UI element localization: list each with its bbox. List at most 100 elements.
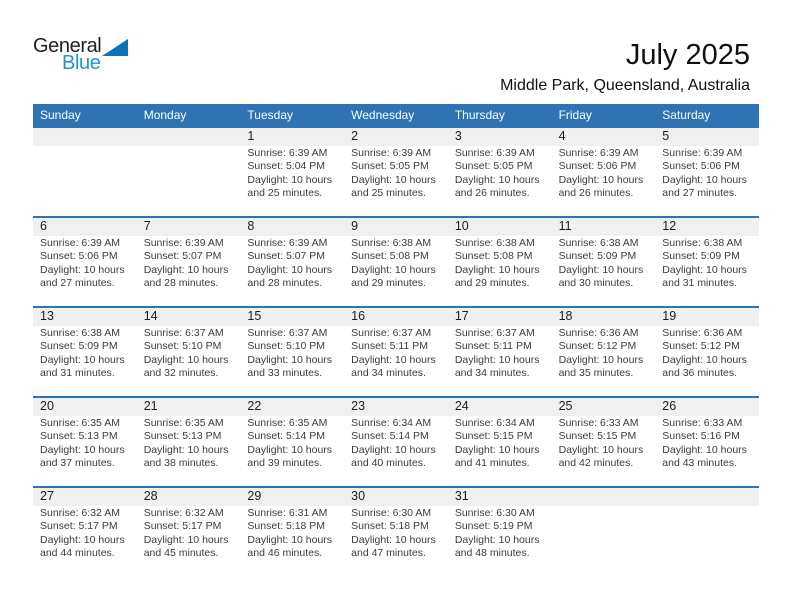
sunset-line: Sunset: 5:15 PM <box>558 430 637 443</box>
daylight-line: Daylight: 10 hours and 39 minutes. <box>247 443 333 470</box>
sunrise-line: Sunrise: 6:33 AM <box>558 417 639 429</box>
weekday-header-tuesday: Tuesday <box>247 108 294 122</box>
sunset-line: Sunset: 5:04 PM <box>247 160 326 173</box>
day-number <box>552 488 656 506</box>
sunset-line: Sunset: 5:14 PM <box>247 430 326 443</box>
sunset-line: Sunset: 5:17 PM <box>40 520 118 533</box>
sunset-line: Sunset: 5:10 PM <box>247 340 326 353</box>
day-cell: Sunrise: 6:39 AM Sunset: 5:07 PM Daylight:… <box>240 236 344 306</box>
daylight-line: Daylight: 10 hours and 29 minutes. <box>351 263 436 290</box>
sunset-line: Sunset: 5:12 PM <box>662 340 740 353</box>
day-cell: Sunrise: 6:37 AM Sunset: 5:10 PM Daylight:… <box>137 326 241 396</box>
day-detail-band: Sunrise: 6:39 AM Sunset: 5:04 PM Daylight:… <box>33 146 759 216</box>
day-number: 13 <box>40 309 54 323</box>
day-detail-band: Sunrise: 6:32 AM Sunset: 5:17 PM Daylight:… <box>33 506 759 576</box>
daylight-line: Daylight: 10 hours and 42 minutes. <box>558 443 644 470</box>
day-number-band: 27 28 29 30 31 <box>33 488 759 506</box>
sunset-line: Sunset: 5:18 PM <box>351 520 429 533</box>
daylight-line: Daylight: 10 hours and 31 minutes. <box>40 353 125 380</box>
day-number: 24 <box>454 399 469 413</box>
sunset-line: Sunset: 5:07 PM <box>247 250 326 263</box>
sunset-line: Sunset: 5:16 PM <box>662 430 740 443</box>
weekday-header-wednesday: Wednesday <box>351 108 415 122</box>
day-number: 21 <box>143 399 158 413</box>
sunrise-line: Sunrise: 6:39 AM <box>40 237 120 249</box>
general-blue-logo: General Blue <box>33 35 129 73</box>
daylight-line: Daylight: 10 hours and 29 minutes. <box>454 263 540 290</box>
sunset-line: Sunset: 5:06 PM <box>558 160 637 173</box>
sunset-line: Sunset: 5:13 PM <box>143 430 222 443</box>
sunrise-line: Sunrise: 6:37 AM <box>351 327 432 339</box>
day-cell: Sunrise: 6:39 AM Sunset: 5:05 PM Daylight:… <box>448 146 552 216</box>
day-number: 25 <box>558 399 573 413</box>
day-number <box>137 128 241 146</box>
daylight-line: Daylight: 10 hours and 37 minutes. <box>40 443 125 470</box>
day-number: 15 <box>247 309 262 323</box>
sunrise-line: Sunrise: 6:39 AM <box>247 147 328 159</box>
daylight-line: Daylight: 10 hours and 26 minutes. <box>454 173 540 200</box>
sunset-line: Sunset: 5:09 PM <box>558 250 637 263</box>
page-subtitle: Middle Park, Queensland, Australia <box>500 77 750 94</box>
sunrise-line: Sunrise: 6:37 AM <box>247 327 328 339</box>
sunset-line: Sunset: 5:12 PM <box>558 340 637 353</box>
logo-text-general: General <box>33 35 102 57</box>
daylight-line: Daylight: 10 hours and 36 minutes. <box>662 353 747 380</box>
sunset-line: Sunset: 5:14 PM <box>351 430 429 443</box>
sunset-line: Sunset: 5:06 PM <box>40 250 118 263</box>
day-cell: Sunrise: 6:37 AM Sunset: 5:10 PM Daylight:… <box>240 326 344 396</box>
day-cell: Sunrise: 6:32 AM Sunset: 5:17 PM Daylight:… <box>33 506 137 576</box>
sunrise-line: Sunrise: 6:38 AM <box>662 237 743 249</box>
sunset-line: Sunset: 5:10 PM <box>143 340 222 353</box>
day-cell: Sunrise: 6:38 AM Sunset: 5:09 PM Daylight:… <box>552 236 656 306</box>
weekday-header-friday: Friday <box>558 108 592 122</box>
logo-triangle-icon <box>102 39 129 56</box>
daylight-line: Daylight: 10 hours and 38 minutes. <box>143 443 229 470</box>
day-number: 7 <box>143 219 151 233</box>
day-cell: Sunrise: 6:35 AM Sunset: 5:13 PM Daylight:… <box>137 416 241 486</box>
day-cell: Sunrise: 6:30 AM Sunset: 5:18 PM Daylight:… <box>344 506 448 576</box>
sunset-line: Sunset: 5:11 PM <box>454 340 532 353</box>
day-cell: Sunrise: 6:39 AM Sunset: 5:07 PM Daylight:… <box>137 236 241 306</box>
weekday-header-thursday: Thursday <box>454 108 505 122</box>
day-number: 16 <box>351 309 366 323</box>
sunrise-line: Sunrise: 6:37 AM <box>143 327 224 339</box>
day-cell: Sunrise: 6:38 AM Sunset: 5:08 PM Daylight:… <box>448 236 552 306</box>
sunrise-line: Sunrise: 6:36 AM <box>662 327 743 339</box>
day-number: 10 <box>454 219 469 233</box>
sunset-line: Sunset: 5:06 PM <box>662 160 740 173</box>
daylight-line: Daylight: 10 hours and 31 minutes. <box>662 263 747 290</box>
week-row: 27 28 29 30 31 Sunrise: 6:32 AM Sunset: 5:17 P… <box>33 486 759 576</box>
sunrise-line: Sunrise: 6:38 AM <box>558 237 639 249</box>
day-number: 1 <box>247 129 255 143</box>
weekday-header-monday: Monday <box>143 108 187 122</box>
sunrise-line: Sunrise: 6:38 AM <box>454 237 535 249</box>
sunrise-line: Sunrise: 6:38 AM <box>351 237 432 249</box>
day-cell: Sunrise: 6:34 AM Sunset: 5:14 PM Daylight:… <box>344 416 448 486</box>
week-row: 1 2 3 4 5 Sunrise: 6:39 AM Sunset: 5:04 PM Dayl… <box>33 126 759 216</box>
day-number: 31 <box>454 489 469 503</box>
daylight-line: Daylight: 10 hours and 26 minutes. <box>558 173 644 200</box>
sunrise-line: Sunrise: 6:30 AM <box>454 507 535 519</box>
weekday-header-row: Sunday Monday Tuesday Wednesday Thursday… <box>33 104 759 126</box>
day-cell: Sunrise: 6:39 AM Sunset: 5:06 PM Daylight:… <box>552 146 656 216</box>
day-cell: Sunrise: 6:36 AM Sunset: 5:12 PM Daylight:… <box>552 326 656 396</box>
day-cell: Sunrise: 6:33 AM Sunset: 5:16 PM Daylight:… <box>655 416 759 486</box>
day-number: 2 <box>351 129 359 143</box>
day-number: 4 <box>558 129 566 143</box>
day-number <box>655 488 759 506</box>
page-title: July 2025 <box>625 39 750 71</box>
day-number: 18 <box>558 309 573 323</box>
daylight-line: Daylight: 10 hours and 41 minutes. <box>454 443 540 470</box>
day-number: 17 <box>454 309 469 323</box>
day-number: 20 <box>40 399 54 413</box>
day-number: 29 <box>247 489 262 503</box>
calendar: Sunday Monday Tuesday Wednesday Thursday… <box>33 104 759 576</box>
day-cell: Sunrise: 6:38 AM Sunset: 5:09 PM Daylight:… <box>33 326 137 396</box>
day-number-band: 13 14 15 16 17 18 19 <box>33 308 759 326</box>
sunrise-line: Sunrise: 6:37 AM <box>454 327 535 339</box>
daylight-line: Daylight: 10 hours and 25 minutes. <box>351 173 436 200</box>
sunset-line: Sunset: 5:18 PM <box>247 520 326 533</box>
sunset-line: Sunset: 5:08 PM <box>351 250 429 263</box>
day-cell: Sunrise: 6:39 AM Sunset: 5:06 PM Daylight:… <box>655 146 759 216</box>
day-cell: Sunrise: 6:35 AM Sunset: 5:14 PM Daylight:… <box>240 416 344 486</box>
